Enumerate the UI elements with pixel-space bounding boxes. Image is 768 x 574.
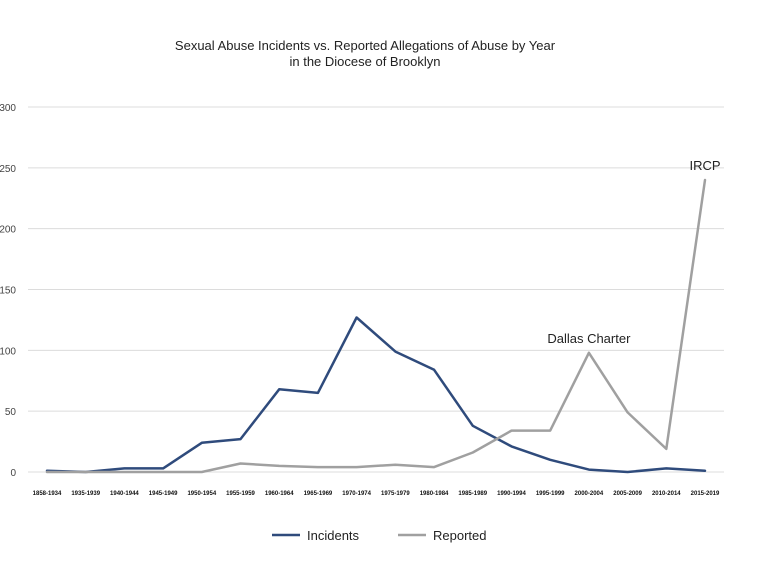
x-tick-label: 1965-1969 [304,491,333,497]
x-tick-label: 1995-1999 [536,491,565,497]
y-tick-label: 300 [0,103,16,114]
y-tick-label: 100 [0,346,16,357]
x-tick-label: 1975-1979 [381,491,410,497]
y-tick-label: 250 [0,164,16,175]
x-tick-label: 1940-1944 [110,491,139,497]
x-tick-label: 2015-2019 [691,491,720,497]
annotation-label: IRCP [689,158,720,173]
x-tick-label: 1970-1974 [342,491,371,497]
x-tick-label: 1980-1984 [420,491,449,497]
series-line-incidents [45,316,707,474]
y-axis-ticks: 0 50 100 150 200 250 300 [0,103,16,479]
series-lines [45,178,707,474]
y-tick-label: 200 [0,225,16,236]
x-tick-label: 1935-1939 [71,491,100,497]
x-axis-ticks: 1858-1934 1935-1939 1940-1944 1945-1949 1950… [33,491,720,497]
x-tick-label: 1950-1954 [187,491,216,497]
y-tick-label: 0 [10,468,16,479]
x-tick-label: 2005-2009 [613,491,642,497]
legend-label: Incidents [307,528,360,543]
x-tick-label: 2010-2014 [652,491,681,497]
legend-label: Reported [433,528,486,543]
gridlines [28,106,724,473]
x-tick-label: 1955-1959 [226,491,255,497]
annotation-label: Dallas Charter [547,331,631,346]
x-tick-label: 1985-1989 [458,491,487,497]
x-tick-label: 1960-1964 [265,491,294,497]
legend: Incidents Reported [272,528,486,543]
x-tick-label: 2000-2004 [575,491,604,497]
y-tick-label: 50 [5,407,17,418]
y-tick-label: 150 [0,286,16,297]
chart-title: Sexual Abuse Incidents vs. Reported Alle… [175,38,556,53]
annotations: Dallas Charter IRCP [547,158,720,346]
x-tick-label: 1945-1949 [149,491,178,497]
chart-subtitle: in the Diocese of Brooklyn [289,54,440,69]
series-line-reported [45,178,707,474]
x-tick-label: 1858-1934 [33,491,62,497]
x-tick-label: 1990-1994 [497,491,526,497]
